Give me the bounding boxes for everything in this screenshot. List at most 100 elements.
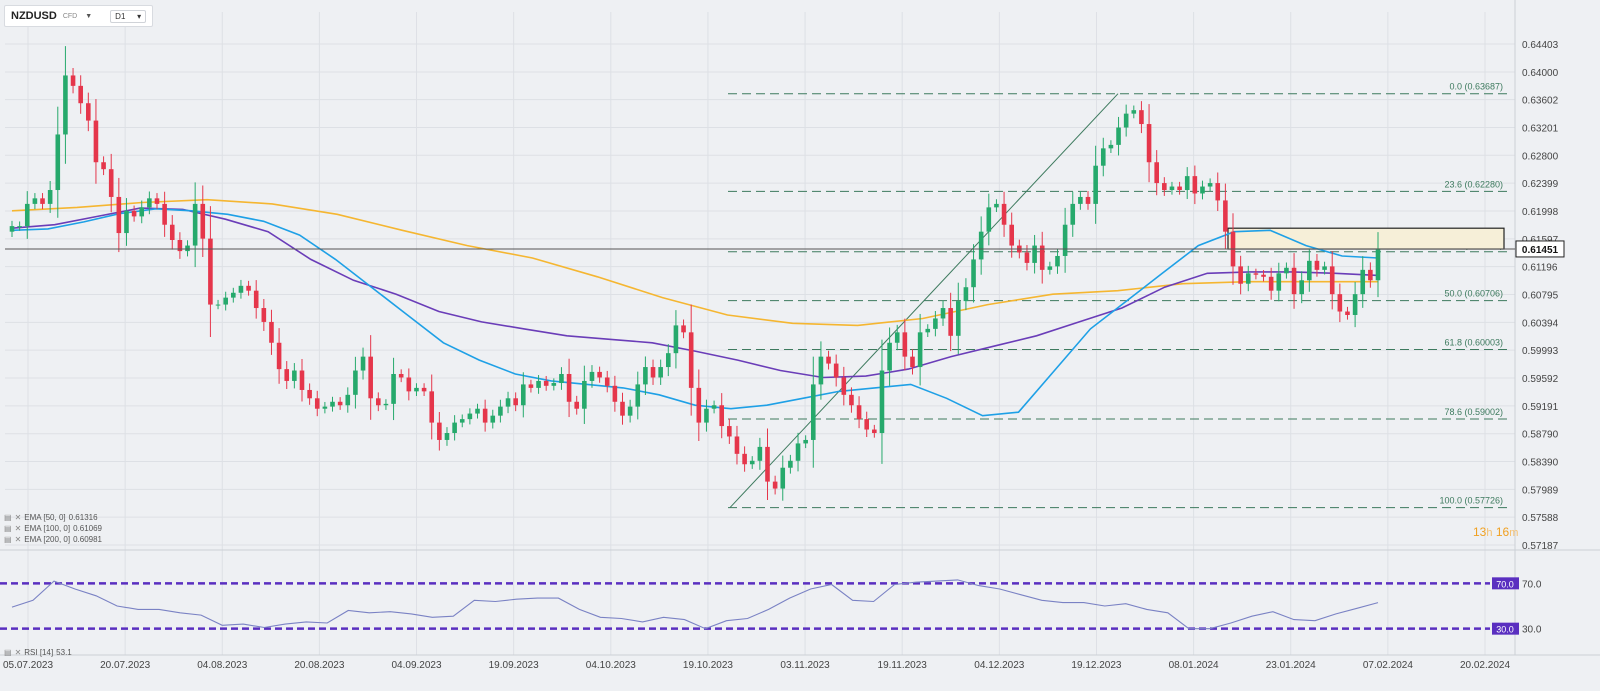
- candle: [1200, 180, 1205, 200]
- x-tick-label: 19.10.2023: [683, 660, 733, 671]
- candle-body: [1177, 186, 1182, 191]
- candle: [711, 400, 717, 414]
- candle-body: [963, 287, 969, 302]
- candle-body: [772, 481, 778, 489]
- candle-body: [658, 367, 663, 378]
- candle: [566, 358, 572, 418]
- legend-ema200[interactable]: ▤ ✕ EMA [200, 0] 0.60981: [4, 535, 102, 544]
- legend-rsi[interactable]: ▤ ✕ RSI [14] 53.1: [4, 648, 72, 657]
- close-icon[interactable]: ✕: [14, 513, 22, 522]
- candle: [520, 372, 526, 418]
- candle: [994, 199, 999, 213]
- candle: [1047, 261, 1053, 275]
- candle-body: [1131, 110, 1137, 114]
- settings-icon[interactable]: ▤: [4, 524, 12, 533]
- candle: [620, 392, 625, 425]
- candle-body: [1337, 294, 1343, 312]
- candle: [1162, 177, 1167, 196]
- candle-body: [337, 401, 343, 406]
- candle-body: [1093, 165, 1098, 204]
- candle: [1001, 191, 1007, 237]
- candle-body: [1123, 113, 1129, 128]
- candle: [1207, 178, 1213, 192]
- candle: [841, 366, 847, 406]
- candle: [337, 397, 343, 410]
- candle: [635, 371, 641, 420]
- candle-body: [513, 398, 518, 406]
- candle: [963, 278, 969, 311]
- candle-body: [803, 439, 808, 444]
- candle-body: [147, 198, 152, 208]
- fib-level-label: 78.6 (0.59002): [1444, 407, 1503, 417]
- x-tick-label: 04.08.2023: [197, 660, 247, 671]
- timer-hours: 13: [1473, 525, 1487, 539]
- rsi-band-marker: [1492, 577, 1519, 590]
- candle: [314, 390, 320, 417]
- candle: [849, 387, 854, 413]
- candle-body: [200, 203, 206, 239]
- candle: [933, 310, 938, 337]
- candle: [169, 215, 175, 250]
- candle-body: [24, 203, 30, 227]
- y-tick-label: 0.59993: [1522, 346, 1559, 357]
- candle-body: [101, 162, 106, 170]
- candle: [681, 319, 686, 339]
- symbol-name[interactable]: NZDUSD: [11, 10, 57, 22]
- candle-body: [856, 405, 862, 420]
- close-icon[interactable]: ✕: [14, 524, 22, 533]
- candle-body: [1253, 273, 1259, 275]
- settings-icon[interactable]: ▤: [4, 648, 12, 657]
- candle: [1352, 282, 1358, 328]
- candle: [261, 299, 267, 331]
- candle: [414, 383, 419, 397]
- candle: [1299, 271, 1304, 304]
- candle-body: [1245, 273, 1251, 284]
- candle-body: [612, 385, 618, 402]
- y-tick-label: 0.64403: [1522, 40, 1559, 51]
- candle: [238, 279, 244, 299]
- candle-body: [727, 426, 732, 437]
- candle: [650, 359, 656, 385]
- rsi-band-marker-label: 70.0: [1496, 579, 1514, 589]
- y-tick-label: 0.59191: [1522, 402, 1559, 413]
- candle-body: [627, 406, 633, 416]
- candle: [1062, 207, 1068, 273]
- candle-body: [887, 342, 892, 371]
- candle: [475, 403, 480, 419]
- candle: [40, 193, 45, 210]
- candle-body: [894, 332, 900, 343]
- y-tick-label: 0.60394: [1522, 318, 1559, 329]
- candle-body: [1291, 267, 1297, 295]
- candle-body: [368, 356, 373, 399]
- candle-body: [536, 380, 541, 388]
- symbol-dropdown-icon[interactable]: ▼: [85, 12, 93, 20]
- candle: [658, 359, 663, 385]
- candle-countdown-timer: 13h 16m: [1473, 525, 1518, 539]
- close-icon[interactable]: ✕: [14, 535, 22, 544]
- legend-ema100[interactable]: ▤ ✕ EMA [100, 0] 0.61069: [4, 524, 102, 533]
- candle: [1169, 181, 1175, 195]
- candle: [276, 328, 282, 384]
- candle-body: [971, 259, 976, 288]
- settings-icon[interactable]: ▤: [4, 513, 12, 522]
- legend-rsi-label: RSI [14]: [24, 648, 54, 657]
- ema100-line: [11, 207, 1379, 379]
- candle: [1139, 101, 1144, 134]
- candle: [101, 156, 106, 176]
- x-tick-label: 23.01.2024: [1266, 660, 1316, 671]
- candle: [971, 244, 976, 303]
- candle-body: [360, 356, 366, 371]
- candle-body: [139, 207, 145, 217]
- close-icon[interactable]: ✕: [14, 648, 22, 657]
- x-tick-label: 08.01.2024: [1169, 660, 1219, 671]
- candle: [1284, 262, 1289, 279]
- candle: [734, 425, 740, 465]
- legend-ema50[interactable]: ▤ ✕ EMA [50, 0] 0.61316: [4, 513, 98, 522]
- candle-body: [910, 356, 915, 368]
- timeframe-select[interactable]: D1 ▾: [110, 9, 147, 23]
- current-price-marker: [1515, 240, 1565, 258]
- settings-icon[interactable]: ▤: [4, 535, 12, 544]
- y-tick-label: 0.64000: [1522, 68, 1559, 79]
- timer-minutes: 16: [1495, 525, 1510, 539]
